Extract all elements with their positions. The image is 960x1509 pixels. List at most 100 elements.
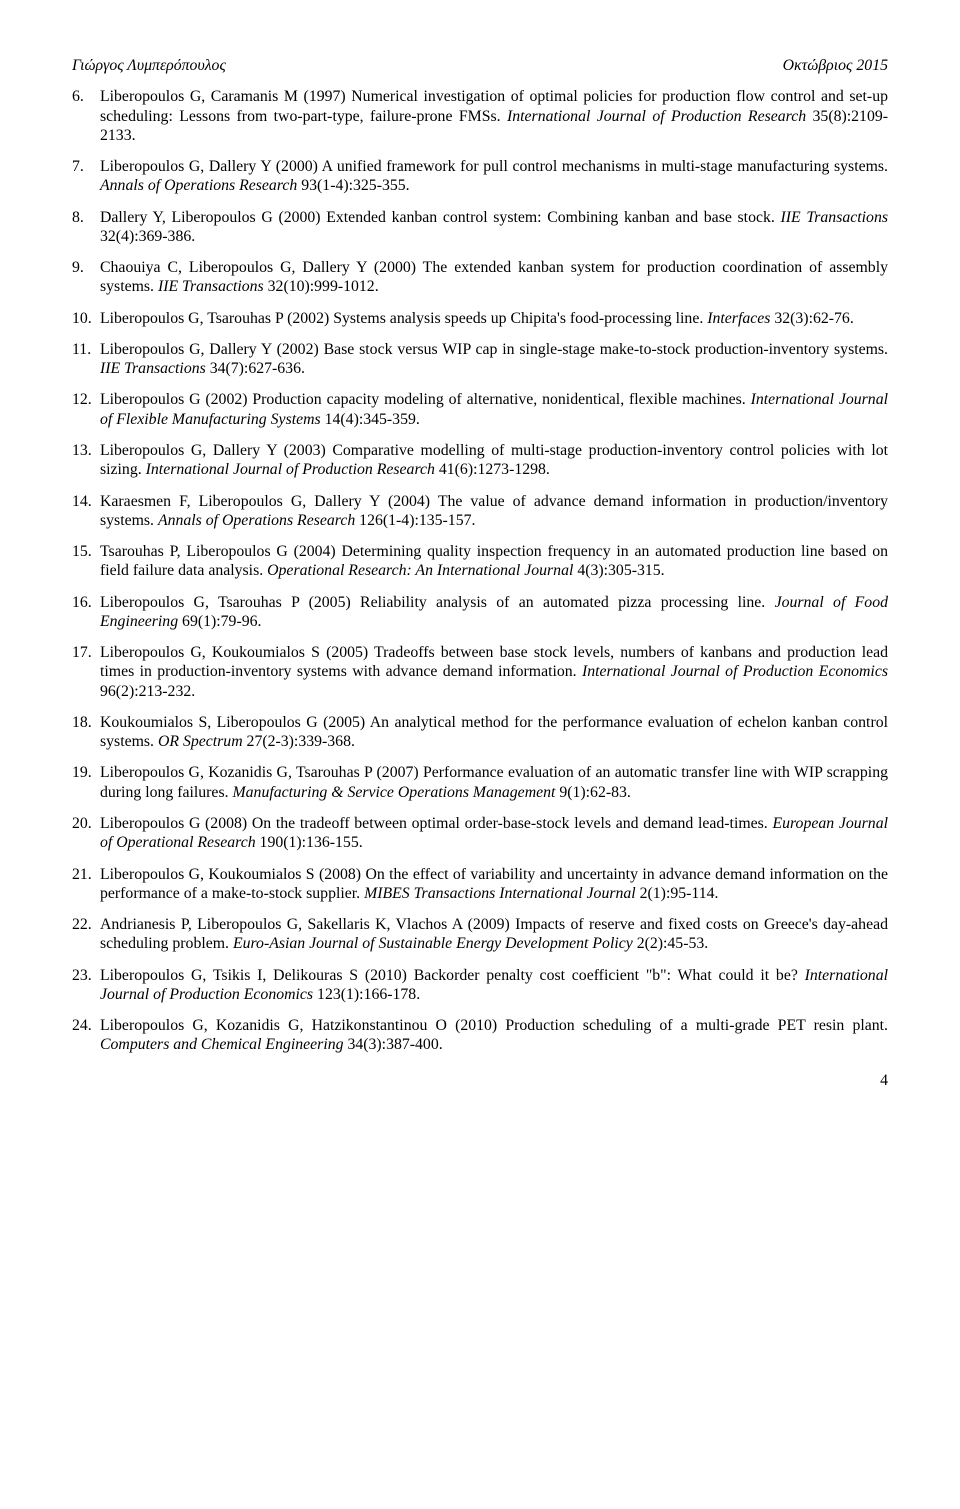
reference-journal: Operational Research: An International J… (267, 562, 573, 579)
reference-citation: 32(4):369-386. (100, 228, 195, 245)
reference-item: 13.Liberopoulos G, Dallery Y (2003) Comp… (72, 441, 888, 480)
reference-body: Koukoumialos S, Liberopoulos G (2005) An… (100, 713, 888, 752)
reference-citation: 41(6):1273-1298. (435, 461, 550, 478)
reference-item: 20.Liberopoulos G (2008) On the tradeoff… (72, 814, 888, 853)
reference-number: 17. (72, 643, 100, 701)
reference-item: 8.Dallery Y, Liberopoulos G (2000) Exten… (72, 208, 888, 247)
reference-citation: 32(10):999-1012. (264, 278, 379, 295)
reference-body: Liberopoulos G, Kozanidis G, Tsarouhas P… (100, 763, 888, 802)
reference-item: 21.Liberopoulos G, Koukoumialos S (2008)… (72, 865, 888, 904)
reference-citation: 9(1):62-83. (555, 784, 630, 801)
reference-item: 10.Liberopoulos G, Tsarouhas P (2002) Sy… (72, 309, 888, 328)
reference-text: Liberopoulos G (2008) On the tradeoff be… (100, 815, 772, 832)
reference-text: Liberopoulos G, Kozanidis G, Hatzikonsta… (100, 1017, 888, 1034)
reference-item: 22.Andrianesis P, Liberopoulos G, Sakell… (72, 915, 888, 954)
reference-body: Andrianesis P, Liberopoulos G, Sakellari… (100, 915, 888, 954)
reference-number: 13. (72, 441, 100, 480)
reference-number: 19. (72, 763, 100, 802)
reference-number: 16. (72, 593, 100, 632)
reference-body: Tsarouhas P, Liberopoulos G (2004) Deter… (100, 542, 888, 581)
reference-item: 17.Liberopoulos G, Koukoumialos S (2005)… (72, 643, 888, 701)
reference-text: Liberopoulos G, Dallery Y (2002) Base st… (100, 341, 888, 358)
reference-citation: 2(2):45-53. (633, 935, 708, 952)
reference-text: Liberopoulos G, Tsikis I, Delikouras S (… (100, 967, 805, 984)
reference-body: Liberopoulos G, Dallery Y (2000) A unifi… (100, 157, 888, 196)
reference-body: Liberopoulos G, Tsikis I, Delikouras S (… (100, 966, 888, 1005)
reference-body: Chaouiya C, Liberopoulos G, Dallery Y (2… (100, 258, 888, 297)
reference-body: Karaesmen F, Liberopoulos G, Dallery Y (… (100, 492, 888, 531)
reference-number: 15. (72, 542, 100, 581)
reference-number: 20. (72, 814, 100, 853)
reference-number: 12. (72, 390, 100, 429)
reference-item: 12.Liberopoulos G (2002) Production capa… (72, 390, 888, 429)
reference-citation: 2(1):95-114. (636, 885, 719, 902)
reference-number: 18. (72, 713, 100, 752)
reference-citation: 123(1):166-178. (313, 986, 420, 1003)
reference-citation: 190(1):136-155. (256, 834, 363, 851)
reference-number: 6. (72, 87, 100, 145)
reference-citation: 93(1-4):325-355. (297, 177, 409, 194)
reference-number: 8. (72, 208, 100, 247)
reference-citation: 34(7):627-636. (206, 360, 305, 377)
reference-citation: 34(3):387-400. (344, 1036, 443, 1053)
reference-journal: International Journal of Production Econ… (582, 663, 888, 680)
reference-body: Liberopoulos G, Kozanidis G, Hatzikonsta… (100, 1016, 888, 1055)
reference-item: 6.Liberopoulos G, Caramanis M (1997) Num… (72, 87, 888, 145)
reference-journal: Annals of Operations Research (158, 512, 355, 529)
reference-body: Liberopoulos G, Tsarouhas P (2005) Relia… (100, 593, 888, 632)
reference-body: Liberopoulos G, Caramanis M (1997) Numer… (100, 87, 888, 145)
reference-item: 18.Koukoumialos S, Liberopoulos G (2005)… (72, 713, 888, 752)
reference-item: 19.Liberopoulos G, Kozanidis G, Tsarouha… (72, 763, 888, 802)
reference-number: 11. (72, 340, 100, 379)
reference-number: 14. (72, 492, 100, 531)
reference-number: 10. (72, 309, 100, 328)
reference-body: Liberopoulos G, Koukoumialos S (2008) On… (100, 865, 888, 904)
reference-journal: International Journal of Production Rese… (507, 108, 806, 125)
reference-body: Liberopoulos G, Dallery Y (2003) Compara… (100, 441, 888, 480)
reference-item: 7.Liberopoulos G, Dallery Y (2000) A uni… (72, 157, 888, 196)
reference-item: 9.Chaouiya C, Liberopoulos G, Dallery Y … (72, 258, 888, 297)
header-date: Οκτώβριος 2015 (783, 56, 888, 75)
reference-body: Liberopoulos G, Koukoumialos S (2005) Tr… (100, 643, 888, 701)
reference-item: 23.Liberopoulos G, Tsikis I, Delikouras … (72, 966, 888, 1005)
reference-number: 9. (72, 258, 100, 297)
reference-body: Liberopoulos G, Dallery Y (2002) Base st… (100, 340, 888, 379)
reference-journal: MIBES Transactions International Journal (364, 885, 636, 902)
reference-journal: IIE Transactions (781, 209, 888, 226)
reference-number: 22. (72, 915, 100, 954)
reference-body: Liberopoulos G, Tsarouhas P (2002) Syste… (100, 309, 888, 328)
reference-text: Liberopoulos G, Tsarouhas P (2002) Syste… (100, 310, 707, 327)
reference-journal: IIE Transactions (158, 278, 264, 295)
reference-journal: Computers and Chemical Engineering (100, 1036, 344, 1053)
reference-citation: 4(3):305-315. (573, 562, 664, 579)
reference-journal: Euro-Asian Journal of Sustainable Energy… (233, 935, 633, 952)
reference-text: Liberopoulos G, Tsarouhas P (2005) Relia… (100, 594, 775, 611)
reference-item: 14.Karaesmen F, Liberopoulos G, Dallery … (72, 492, 888, 531)
reference-list: 6.Liberopoulos G, Caramanis M (1997) Num… (72, 87, 888, 1054)
reference-number: 23. (72, 966, 100, 1005)
reference-text: Liberopoulos G (2002) Production capacit… (100, 391, 751, 408)
reference-journal: IIE Transactions (100, 360, 206, 377)
reference-citation: 96(2):213-232. (100, 683, 195, 700)
reference-number: 21. (72, 865, 100, 904)
reference-citation: 32(3):62-76. (770, 310, 853, 327)
reference-text: Dallery Y, Liberopoulos G (2000) Extende… (100, 209, 781, 226)
reference-citation: 126(1-4):135-157. (355, 512, 475, 529)
reference-body: Dallery Y, Liberopoulos G (2000) Extende… (100, 208, 888, 247)
reference-body: Liberopoulos G (2002) Production capacit… (100, 390, 888, 429)
reference-item: 15.Tsarouhas P, Liberopoulos G (2004) De… (72, 542, 888, 581)
reference-number: 24. (72, 1016, 100, 1055)
header-author: Γιώργος Λυμπερόπουλος (72, 56, 226, 75)
page-header: Γιώργος Λυμπερόπουλος Οκτώβριος 2015 (72, 56, 888, 75)
reference-item: 16.Liberopoulos G, Tsarouhas P (2005) Re… (72, 593, 888, 632)
reference-citation: 27(2-3):339-368. (243, 733, 355, 750)
reference-journal: Annals of Operations Research (100, 177, 297, 194)
reference-item: 24.Liberopoulos G, Kozanidis G, Hatzikon… (72, 1016, 888, 1055)
reference-number: 7. (72, 157, 100, 196)
reference-item: 11.Liberopoulos G, Dallery Y (2002) Base… (72, 340, 888, 379)
reference-text: Liberopoulos G, Dallery Y (2000) A unifi… (100, 158, 888, 175)
reference-body: Liberopoulos G (2008) On the tradeoff be… (100, 814, 888, 853)
reference-journal: International Journal of Production Rese… (146, 461, 435, 478)
reference-journal: Manufacturing & Service Operations Manag… (233, 784, 556, 801)
page-number: 4 (72, 1071, 888, 1090)
